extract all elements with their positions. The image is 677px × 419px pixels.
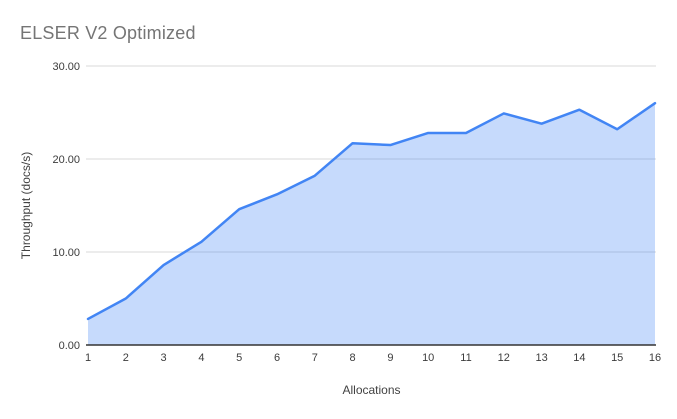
x-tick-label: 3 — [161, 352, 167, 364]
x-tick-label: 4 — [198, 352, 204, 364]
y-tick-label: 20.00 — [52, 154, 80, 166]
x-tick-label: 8 — [350, 352, 356, 364]
x-tick-label: 11 — [460, 352, 471, 364]
x-tick-label: 6 — [274, 352, 280, 364]
x-tick-label: 16 — [649, 352, 661, 364]
y-tick-label: 0.00 — [59, 340, 80, 352]
y-axis-title: Throughput (docs/s) — [19, 152, 33, 259]
area-fill — [88, 103, 655, 345]
y-tick-label: 10.00 — [52, 247, 80, 259]
data-line — [86, 101, 657, 321]
x-tick-label: 15 — [611, 352, 623, 364]
x-tick-label: 10 — [422, 352, 434, 364]
chart-title: ELSER V2 Optimized — [20, 23, 196, 43]
x-axis-title: Allocations — [342, 383, 400, 397]
x-tick-label: 14 — [573, 352, 585, 364]
x-tick-label: 5 — [236, 352, 242, 364]
x-tick-label: 9 — [387, 352, 393, 364]
x-tick-label: 12 — [498, 352, 510, 364]
x-tick-label: 1 — [85, 352, 91, 364]
x-tick-label: 2 — [123, 352, 129, 364]
x-tick-label: 13 — [535, 352, 547, 364]
x-tick-label: 7 — [312, 352, 318, 364]
y-tick-label: 30.00 — [52, 61, 80, 73]
